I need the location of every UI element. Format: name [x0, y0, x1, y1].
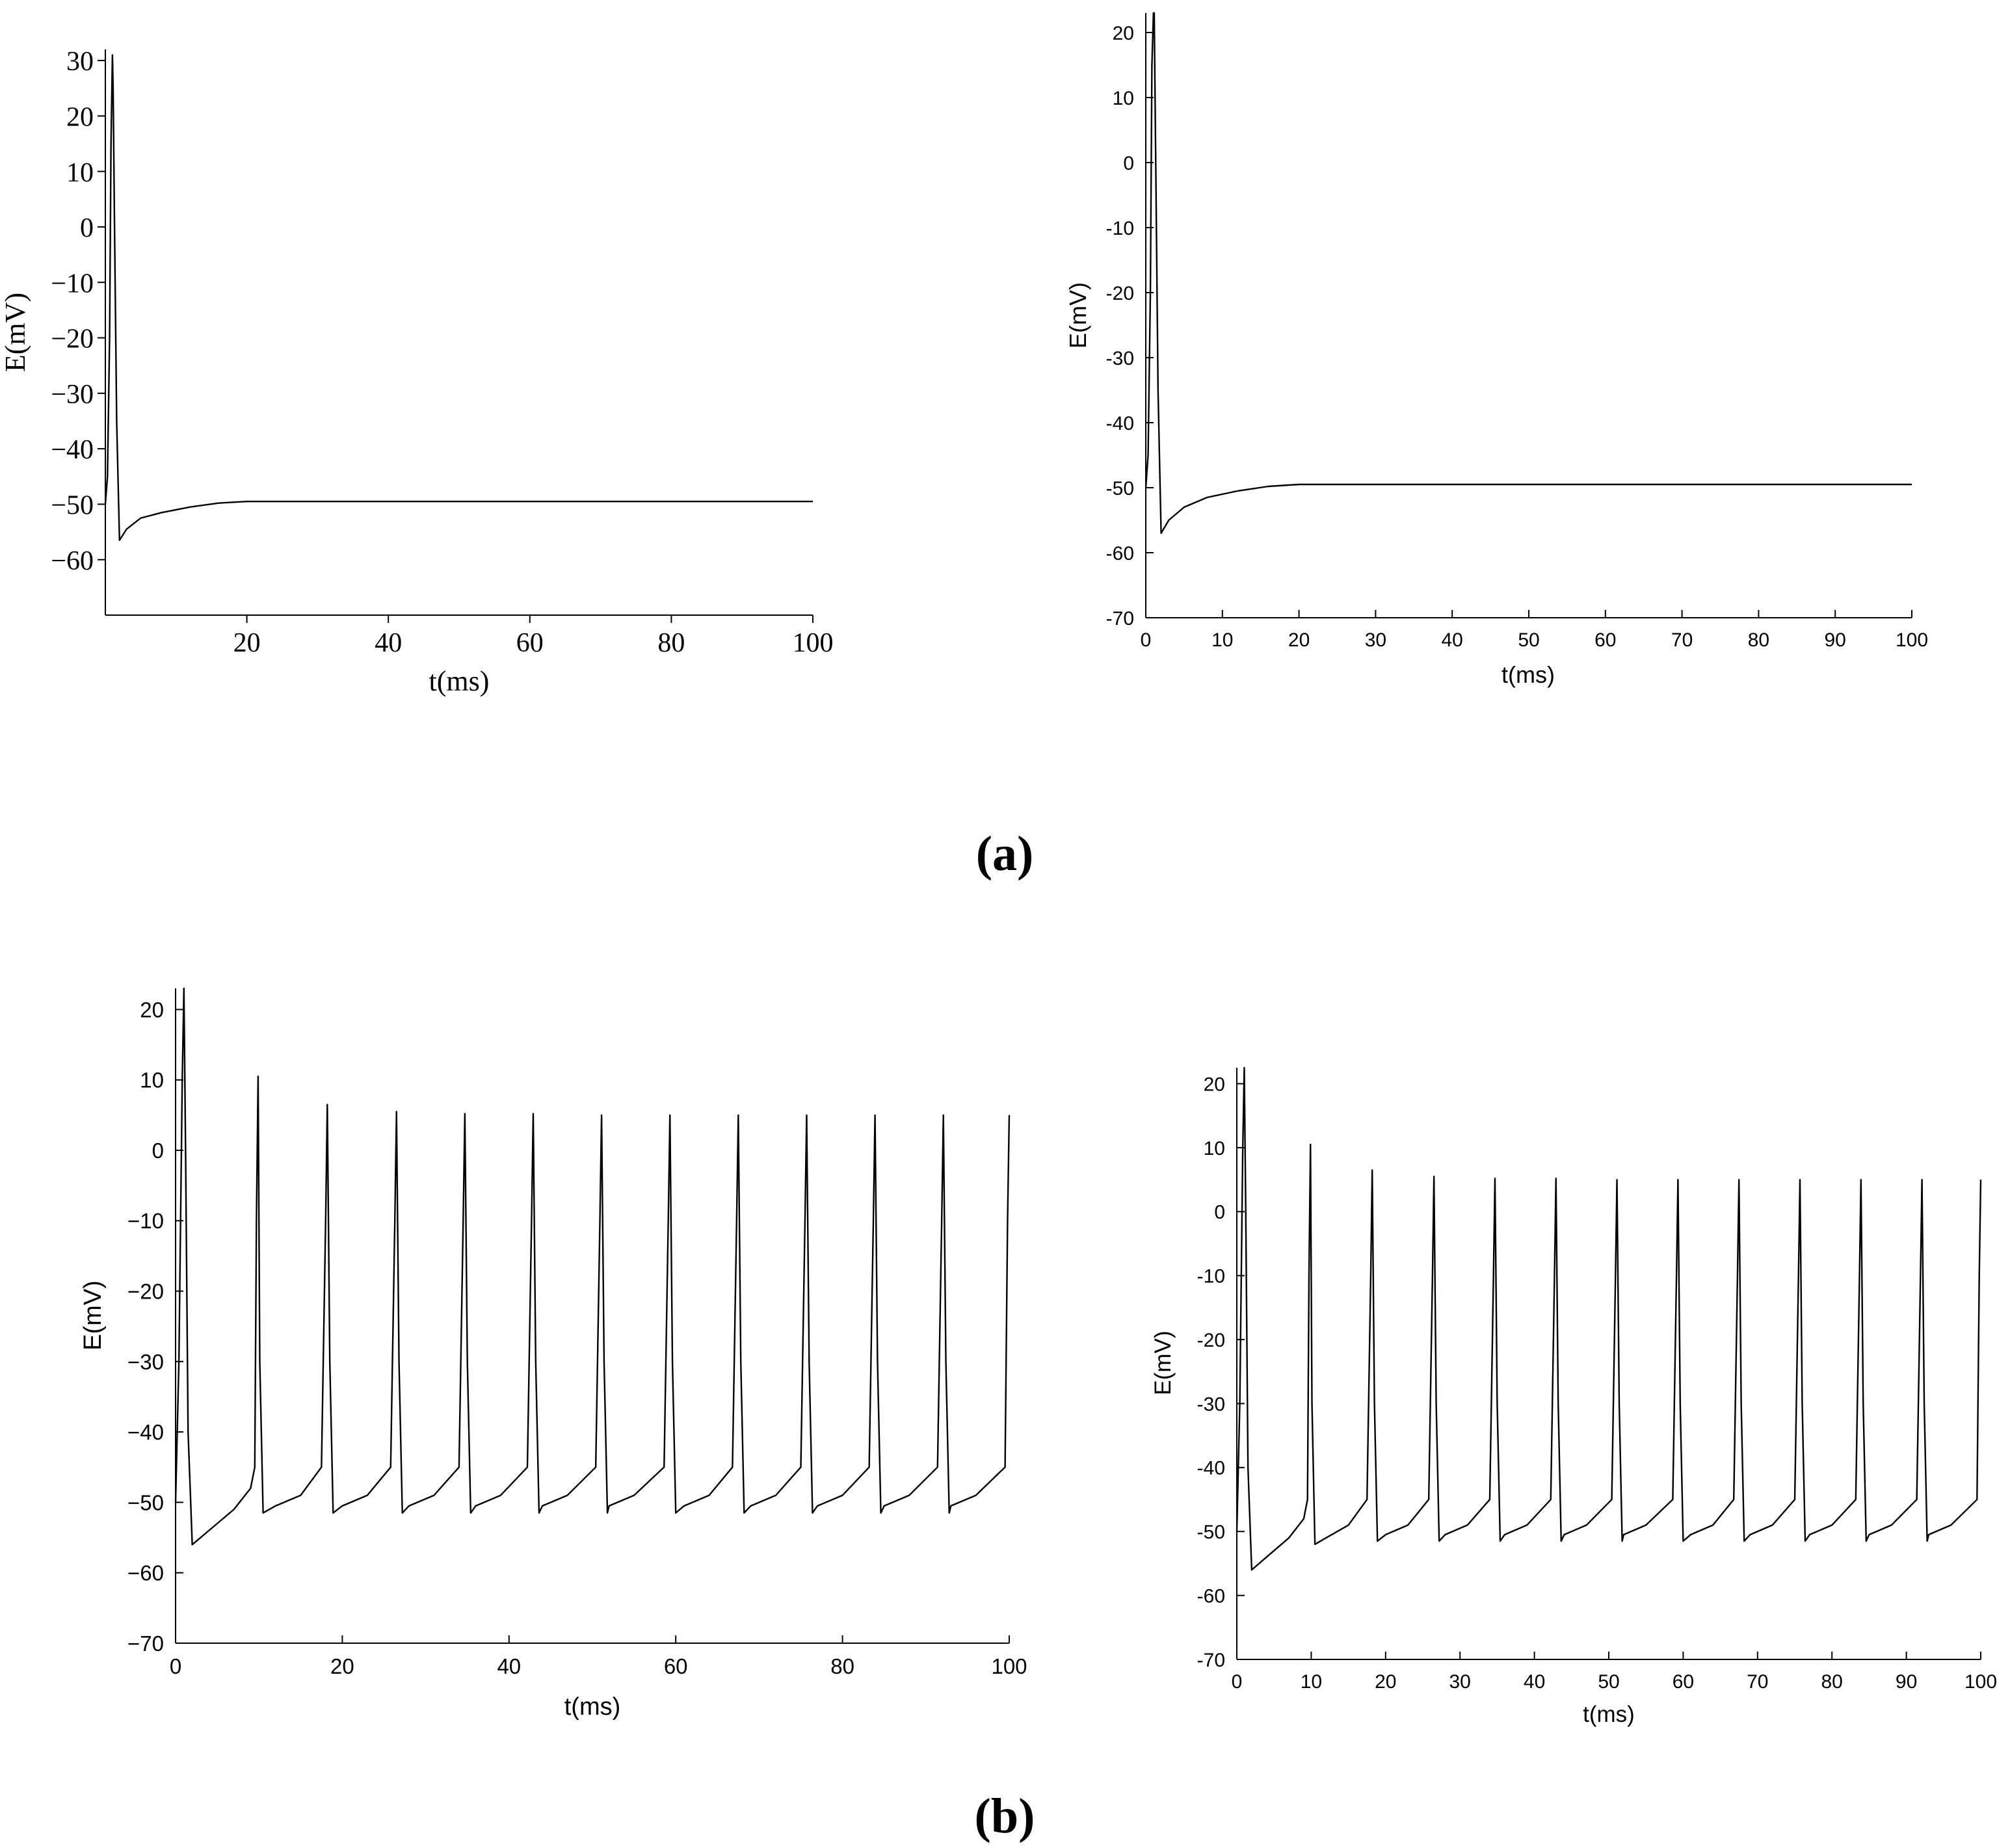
x-axis-label: t(ms)	[1583, 1702, 1635, 1727]
x-tick-label: 100	[793, 628, 834, 658]
x-tick-label: 80	[1821, 1671, 1843, 1693]
x-tick-label: 20	[1375, 1671, 1396, 1693]
x-tick-label: 80	[830, 1654, 854, 1678]
y-tick-label: -40	[1106, 413, 1134, 434]
chart-a-right: 0 10 20 30 40 50 60 70 80 90 10020100-10-20-30-40-…	[1065, 12, 1928, 688]
x-tick-label: 70	[1671, 629, 1693, 651]
x-tick-label: 0	[170, 1654, 181, 1678]
x-tick-label: 80	[657, 628, 685, 658]
chart-b-right: 0 10 20 30 40 50 60 70 80 90 10020100-10-20-30-40-…	[1150, 1066, 1997, 1727]
x-tick-label: 40	[1442, 629, 1463, 651]
y-tick-label: -70	[1197, 1650, 1225, 1671]
y-tick-label: -10	[1106, 218, 1134, 239]
x-tick-label: 90	[1825, 629, 1846, 651]
y-tick-label: 20	[66, 102, 94, 132]
x-axis-label: t(ms)	[564, 1693, 621, 1721]
y-axis-label: E(mV)	[1150, 1330, 1176, 1395]
y-tick-label: -60	[1106, 543, 1134, 564]
y-tick-label: -20	[1106, 283, 1134, 304]
x-tick-label: 10	[1301, 1671, 1322, 1693]
y-tick-label: -40	[1197, 1458, 1225, 1479]
y-tick-label: −60	[127, 1561, 164, 1585]
chart-a-left: 20 40 60 80 1003020100−10−20−30−40−50−60t(ms…	[0, 47, 834, 697]
y-tick-label: 10	[1113, 88, 1134, 109]
x-tick-label: 60	[664, 1654, 688, 1678]
y-tick-label: -20	[1197, 1330, 1225, 1351]
y-tick-label: −20	[127, 1279, 164, 1303]
y-axis-label: E(mV)	[1065, 282, 1091, 349]
y-tick-label: 10	[140, 1068, 164, 1092]
x-tick-label: 100	[1964, 1671, 1997, 1693]
y-tick-label: 30	[66, 47, 94, 77]
x-tick-label: 0	[1232, 1671, 1243, 1693]
x-axis-label: t(ms)	[1501, 661, 1555, 688]
y-tick-label: -50	[1106, 478, 1134, 499]
y-tick-label: 10	[66, 158, 94, 188]
y-tick-label: −40	[51, 435, 94, 465]
y-tick-label: 0	[152, 1139, 164, 1163]
y-axis-label: E(mV)	[0, 293, 31, 372]
series-line	[104, 54, 813, 542]
x-tick-label: 50	[1518, 629, 1539, 651]
y-tick-label: -30	[1106, 348, 1134, 369]
x-tick-label: 20	[233, 628, 261, 658]
x-tick-label: 60	[516, 628, 544, 658]
y-tick-label: −10	[127, 1209, 164, 1233]
y-tick-label: 0	[1123, 153, 1134, 174]
y-tick-label: −40	[127, 1420, 164, 1444]
x-tick-label: 50	[1598, 1671, 1619, 1693]
y-tick-label: −50	[127, 1490, 164, 1514]
y-tick-label: −30	[51, 380, 94, 410]
y-tick-label: 20	[140, 997, 164, 1022]
y-tick-label: -50	[1197, 1522, 1225, 1543]
y-tick-label: 0	[80, 213, 94, 243]
series-line	[1144, 12, 1912, 535]
x-tick-label: 60	[1673, 1671, 1694, 1693]
y-axis-label: E(mV)	[79, 1280, 107, 1351]
x-tick-label: 30	[1365, 629, 1386, 651]
y-tick-label: −30	[127, 1350, 164, 1374]
x-tick-label: 40	[375, 628, 402, 658]
y-tick-label: 0	[1214, 1202, 1225, 1223]
panel-label-a: (a)	[976, 826, 1034, 881]
y-tick-label: −50	[51, 491, 94, 521]
series-line	[174, 987, 1011, 1546]
x-axis-label: t(ms)	[429, 665, 490, 697]
x-tick-label: 40	[1524, 1671, 1545, 1693]
x-tick-label: 80	[1748, 629, 1769, 651]
x-tick-label: 100	[1896, 629, 1928, 651]
y-tick-label: −60	[51, 546, 94, 576]
y-tick-label: -60	[1197, 1585, 1225, 1607]
x-tick-label: 0	[1141, 629, 1152, 651]
y-tick-label: 20	[1113, 23, 1134, 44]
chart-b-left: 0 20 40 60 80 10020100−10−20−30−40−50−60−70t(…	[79, 987, 1027, 1721]
x-tick-label: 20	[330, 1654, 354, 1678]
x-tick-label: 20	[1288, 629, 1310, 651]
y-tick-label: -30	[1197, 1393, 1225, 1415]
y-tick-label: −70	[127, 1631, 164, 1656]
x-tick-label: 90	[1896, 1671, 1917, 1693]
y-tick-label: 10	[1204, 1138, 1225, 1159]
y-tick-label: −10	[51, 269, 94, 298]
x-tick-label: 100	[991, 1654, 1027, 1678]
x-tick-label: 70	[1747, 1671, 1768, 1693]
x-tick-label: 40	[497, 1654, 521, 1678]
y-tick-label: -70	[1106, 608, 1134, 629]
series-line	[1236, 1066, 1982, 1571]
panel-label-b: (b)	[975, 1789, 1035, 1843]
y-tick-label: -10	[1197, 1266, 1225, 1287]
x-tick-label: 60	[1594, 629, 1616, 651]
x-tick-label: 30	[1449, 1671, 1471, 1693]
y-tick-label: 20	[1204, 1074, 1225, 1095]
x-tick-label: 10	[1211, 629, 1233, 651]
y-tick-label: −20	[51, 324, 94, 354]
